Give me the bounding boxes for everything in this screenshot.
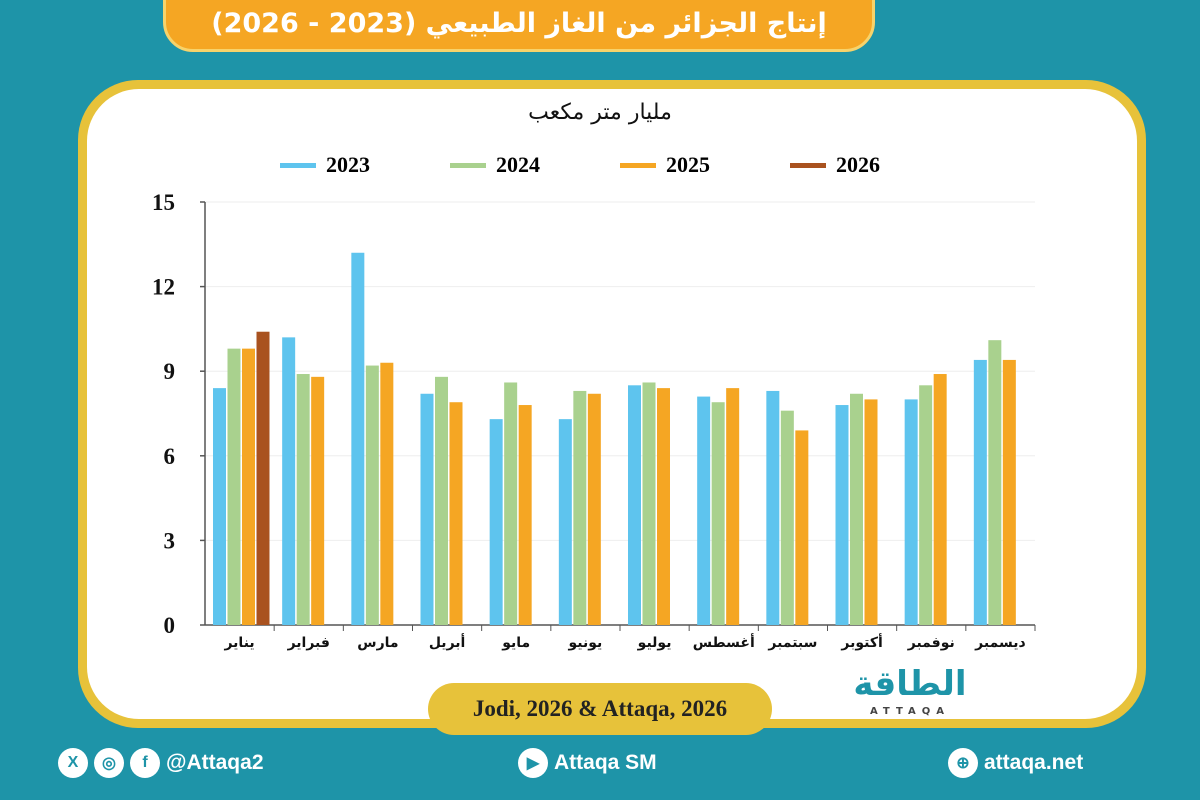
legend-item-2023: 2023: [280, 152, 450, 178]
bar-2024-5: [504, 382, 518, 625]
bar-2024-11: [919, 385, 933, 625]
bar-2025-11: [933, 374, 947, 625]
legend-swatch: [620, 162, 656, 168]
legend-label: 2025: [666, 152, 710, 177]
bar-2024-4: [435, 376, 448, 625]
x-tick-label: فبراير: [287, 635, 330, 651]
legend-item-2026: 2026: [790, 152, 960, 178]
y-tick-label: 0: [164, 613, 176, 638]
x-tick-label: مارس: [357, 635, 398, 651]
y-tick-label: 15: [152, 190, 175, 215]
bar-2025-1: [242, 348, 255, 625]
youtube-link[interactable]: ▶ Attaqa SM: [518, 748, 657, 778]
bar-2023-1: [213, 388, 226, 625]
bar-2025-3: [380, 362, 394, 625]
y-axis-unit-label: مليار متر مكعب: [528, 100, 672, 125]
legend-label: 2026: [836, 152, 880, 177]
bar-2025-6: [587, 393, 601, 625]
bar-2025-7: [657, 388, 670, 625]
instagram-icon[interactable]: ◎: [94, 748, 124, 778]
bar-2025-5: [518, 405, 532, 625]
bar-2023-2: [282, 337, 296, 625]
bar-2024-10: [850, 393, 863, 625]
x-tick-label: أبريل: [429, 633, 466, 651]
x-icon[interactable]: X: [58, 748, 88, 778]
x-tick-label: ديسمبر: [974, 635, 1026, 651]
legend-label: 2024: [496, 152, 540, 177]
x-tick-label: أكتوبر: [840, 633, 882, 651]
bar-2025-4: [449, 402, 463, 625]
bar-2024-8: [711, 402, 725, 625]
social-handle[interactable]: @Attaqa2: [166, 751, 264, 774]
bar-2025-12: [1002, 359, 1016, 625]
bar-2023-7: [628, 385, 641, 625]
bar-2024-2: [296, 374, 310, 625]
y-tick-label: 9: [164, 359, 176, 384]
y-tick-label: 6: [164, 444, 176, 469]
y-tick-label: 12: [152, 275, 175, 300]
attaqa-logo: الطاقة ATTAQA: [835, 664, 985, 718]
bar-2024-12: [988, 340, 1002, 625]
source-label: Jodi, 2026 & Attaqa, 2026: [428, 683, 772, 735]
bar-2026-1: [256, 331, 270, 625]
bar-2024-6: [573, 390, 587, 625]
youtube-label[interactable]: Attaqa SM: [554, 751, 657, 774]
website-link[interactable]: ⊕ attaqa.net: [948, 748, 1083, 778]
logo-english: ATTAQA: [869, 706, 951, 717]
title-banner: إنتاج الجزائر من الغاز الطبيعي (2023 - 2…: [163, 0, 875, 52]
legend-label: 2023: [326, 152, 370, 177]
bar-2025-10: [864, 399, 878, 625]
bar-2023-9: [766, 390, 780, 625]
bar-2024-9: [780, 410, 794, 625]
bar-2023-12: [973, 359, 987, 625]
bar-2023-8: [697, 396, 711, 625]
bar-2023-5: [489, 419, 503, 625]
legend-item-2024: 2024: [450, 152, 620, 178]
legend-swatch: [790, 162, 826, 168]
x-tick-label: مايو: [501, 635, 530, 651]
bar-2024-7: [642, 382, 656, 625]
bar-2023-6: [558, 419, 572, 625]
legend-swatch: [450, 162, 486, 168]
x-tick-label: يناير: [223, 635, 254, 651]
bar-2023-10: [835, 405, 849, 625]
bar-2024-3: [365, 365, 379, 625]
logo-arabic: الطاقة: [853, 664, 967, 704]
bar-2024-1: [227, 348, 241, 625]
x-tick-label: يونيو: [568, 635, 603, 651]
bar-2023-3: [351, 252, 365, 625]
website-label[interactable]: attaqa.net: [984, 751, 1084, 774]
globe-icon[interactable]: ⊕: [948, 748, 978, 778]
bar-2025-9: [795, 430, 809, 625]
legend: 2023 2024 2025 2026: [280, 152, 960, 178]
legend-item-2025: 2025: [620, 152, 790, 178]
x-tick-label: نوفمبر: [907, 635, 955, 651]
bar-2025-2: [311, 376, 325, 625]
facebook-icon[interactable]: f: [130, 748, 160, 778]
page-title: إنتاج الجزائر من الغاز الطبيعي (2023 - 2…: [211, 8, 827, 39]
social-links[interactable]: X ◎ f @Attaqa2: [58, 748, 264, 778]
youtube-icon[interactable]: ▶: [518, 748, 548, 778]
x-tick-label: سبتمبر: [767, 635, 817, 651]
bar-2023-11: [904, 399, 918, 625]
bar-2023-4: [420, 393, 434, 625]
bar-2025-8: [726, 388, 740, 625]
legend-swatch: [280, 162, 316, 168]
x-tick-label: يوليو: [637, 635, 672, 651]
y-tick-label: 3: [164, 528, 176, 553]
x-tick-label: أغسطس: [693, 633, 755, 651]
